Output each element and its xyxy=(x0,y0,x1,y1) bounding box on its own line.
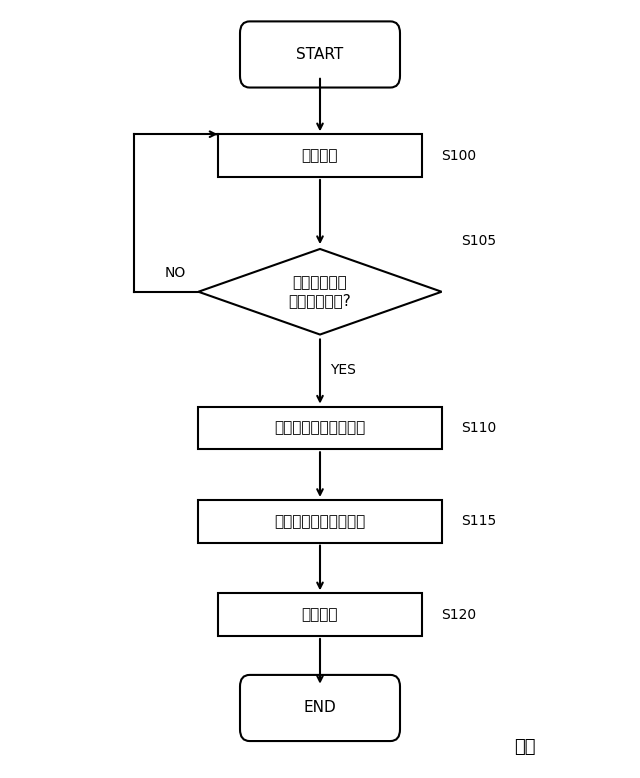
FancyBboxPatch shape xyxy=(240,675,400,741)
FancyBboxPatch shape xyxy=(240,22,400,88)
Text: 図４: 図４ xyxy=(514,738,536,756)
Text: 電源オフ: 電源オフ xyxy=(301,607,339,622)
Text: バッテリの状態の検出: バッテリの状態の検出 xyxy=(275,420,365,436)
Text: S120: S120 xyxy=(442,608,477,622)
Text: S115: S115 xyxy=(461,514,496,528)
Polygon shape xyxy=(198,249,442,335)
Text: START: START xyxy=(296,47,344,62)
Text: NO: NO xyxy=(164,266,186,280)
Text: END: END xyxy=(303,700,337,716)
Text: YES: YES xyxy=(330,363,355,377)
Text: S110: S110 xyxy=(461,421,496,435)
Text: S105: S105 xyxy=(461,234,496,248)
Bar xyxy=(198,406,442,450)
Bar xyxy=(218,134,422,177)
Bar xyxy=(198,500,442,543)
Bar xyxy=(218,594,422,636)
Text: 電源のオフが
指示されたか?: 電源のオフが 指示されたか? xyxy=(289,275,351,308)
Text: バッテリの状態の通知: バッテリの状態の通知 xyxy=(275,513,365,529)
Text: S100: S100 xyxy=(442,149,477,163)
Text: 電源オン: 電源オン xyxy=(301,148,339,163)
